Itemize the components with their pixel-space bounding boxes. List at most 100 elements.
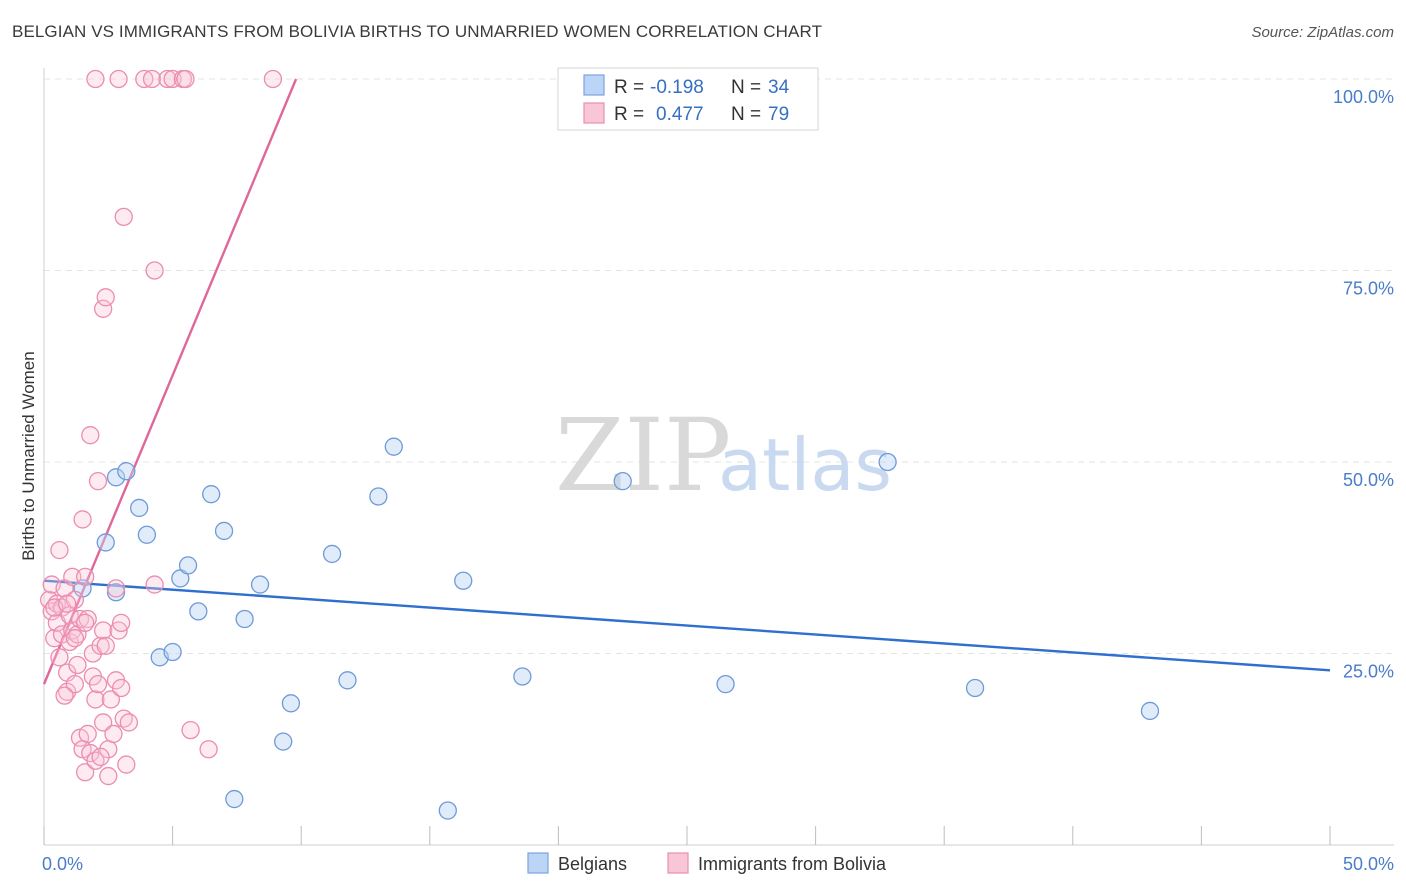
series-legend: Belgians Immigrants from Bolivia — [527, 852, 887, 874]
legend-r-label-2: R = — [614, 104, 644, 125]
legend-r-value-2: 0.477 — [656, 104, 704, 125]
bolivia-point-35 — [88, 471, 108, 491]
bolivia-point-26 — [76, 567, 95, 587]
bolivia-point-39 — [94, 621, 113, 640]
bolivia-point-15 — [63, 567, 82, 587]
belgians-point-8 — [163, 642, 182, 662]
bolivia-point-36 — [88, 674, 108, 694]
belgians-point-19 — [322, 544, 342, 564]
bolivia-point-74 — [57, 594, 77, 613]
bolivia-point-27 — [78, 724, 97, 744]
belgians-point-12 — [202, 485, 221, 504]
belgians-point-25 — [513, 667, 532, 686]
bolivia-point-45 — [106, 579, 126, 598]
belgians-point-10 — [178, 556, 198, 575]
bolivia-point-53 — [114, 207, 133, 227]
bolivia-point-24 — [73, 510, 92, 529]
bolivia-point-61 — [142, 69, 162, 89]
belgians-point-1 — [96, 533, 115, 552]
bolivia-point-65 — [176, 69, 195, 89]
chart-title: BELGIAN VS IMMIGRANTS FROM BOLIVIA BIRTH… — [12, 22, 823, 41]
x-tick-label-1: 50.0% — [1343, 854, 1394, 874]
bolivia-point-62 — [158, 69, 177, 89]
bolivia-point-68 — [199, 740, 218, 759]
y-tick-label-1: 50.0% — [1343, 470, 1394, 490]
y-tick-label-0: 25.0% — [1343, 662, 1394, 682]
belgians-point-17 — [274, 732, 293, 751]
bolivia-point-25 — [76, 763, 95, 782]
legend-n-label-1: N = — [731, 77, 761, 98]
bolivia-point-63 — [163, 69, 182, 89]
belgians-point-30 — [1140, 701, 1160, 721]
bolivia-point-51 — [117, 755, 136, 774]
bolivia-point-69 — [55, 686, 74, 705]
belgians-point-14 — [225, 789, 244, 809]
source-label: Source: ZipAtlas.com — [1251, 24, 1394, 41]
watermark-atlas: atlas — [718, 423, 892, 507]
belgians-point-13 — [214, 521, 234, 541]
bolivia-point-67 — [181, 720, 200, 740]
bolivia-point-59 — [109, 69, 128, 89]
y-tick-labels: 25.0% 50.0% 75.0% 100.0% — [1333, 87, 1394, 682]
belgians-point-18 — [281, 694, 301, 713]
belgians-point-22 — [384, 437, 403, 456]
bottom-legend-belgians: Belgians — [558, 854, 627, 874]
bolivia-trend-line — [42, 78, 298, 685]
bolivia-point-19 — [68, 655, 87, 675]
y-axis-label: Births to Unmarried Women — [19, 351, 38, 560]
bottom-legend-bolivia: Immigrants from Bolivia — [698, 854, 887, 874]
grid-lines — [44, 78, 1394, 654]
legend-n-value-1: 34 — [768, 77, 790, 98]
data-points — [39, 69, 1160, 820]
belgians-point-23 — [438, 801, 457, 820]
axes — [43, 68, 1394, 846]
bolivia-point-34 — [86, 690, 105, 709]
x-tick-label-0: 0.0% — [42, 854, 83, 874]
bolivia-point-7 — [50, 648, 69, 667]
bolivia-point-43 — [101, 690, 121, 709]
legend-n-label-2: N = — [731, 104, 761, 125]
trend-lines — [42, 78, 1331, 685]
legend-n-value-2: 79 — [768, 104, 789, 125]
bolivia-point-56 — [145, 575, 164, 594]
belgians-point-27 — [716, 674, 735, 694]
belgians-point-16 — [250, 575, 270, 594]
belgians-point-20 — [338, 671, 357, 690]
belgians-point-3 — [106, 468, 126, 487]
bolivia-point-6 — [50, 540, 69, 560]
bolivia-point-54 — [94, 299, 113, 318]
bolivia-point-58 — [86, 69, 105, 89]
belgians-trend-line — [43, 579, 1331, 672]
legend-r-label-1: R = — [614, 77, 644, 98]
y-tick-label-2: 75.0% — [1343, 279, 1394, 299]
watermark-zip: ZIP — [555, 397, 731, 514]
bolivia-point-40 — [96, 636, 115, 655]
bolivia-point-57 — [145, 261, 164, 280]
bolivia-point-18 — [65, 674, 85, 694]
y-tick-label-3: 100.0% — [1333, 87, 1394, 107]
belgians-point-6 — [137, 525, 157, 544]
bolivia-point-44 — [104, 724, 123, 744]
belgians-point-11 — [189, 602, 208, 621]
x-tick-labels: 0.0% 50.0% — [42, 854, 1394, 874]
stats-legend: R = -0.198 N = 34 R = 0.477 N = 79 — [557, 67, 819, 131]
legend-swatch-bolivia — [583, 102, 605, 124]
legend-swatch-belgians — [583, 74, 605, 96]
bolivia-point-29 — [81, 426, 100, 445]
bottom-legend-swatch-belgians — [527, 852, 549, 874]
bolivia-point-49 — [112, 678, 131, 698]
belgians-point-4 — [117, 462, 136, 481]
bolivia-point-73 — [91, 747, 110, 767]
bolivia-point-55 — [96, 288, 115, 307]
bolivia-point-38 — [94, 713, 113, 732]
bolivia-point-72 — [76, 613, 95, 633]
belgians-point-24 — [454, 571, 473, 590]
bolivia-point-66 — [263, 69, 283, 89]
belgians-point-26 — [613, 471, 632, 491]
bolivia-point-48 — [112, 613, 131, 633]
bolivia-point-37 — [91, 636, 110, 655]
bolivia-point-42 — [99, 766, 118, 786]
bolivia-point-70 — [65, 629, 85, 648]
bottom-legend-swatch-bolivia — [667, 852, 689, 874]
